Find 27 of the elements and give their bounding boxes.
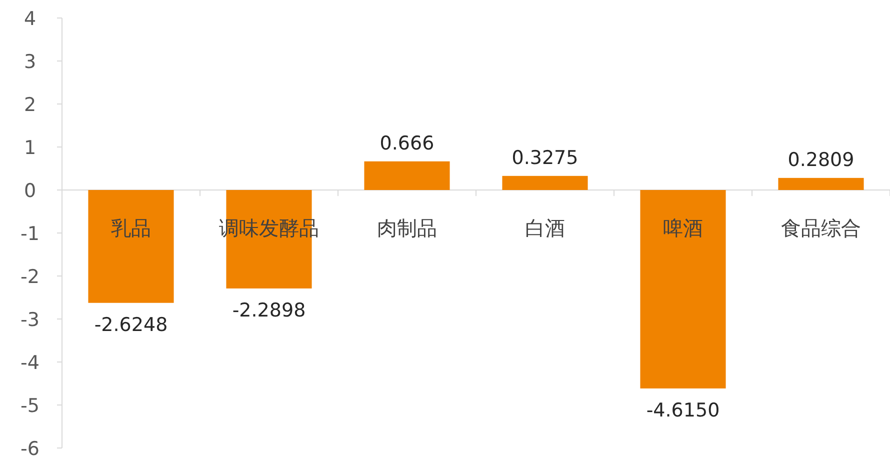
y-tick-label: -2 [20, 266, 40, 288]
y-tick-label: 2 [24, 94, 36, 116]
y-tick-label: -4 [20, 352, 40, 374]
y-tick-label: 1 [24, 137, 36, 159]
data-label: -2.2898 [232, 299, 306, 322]
x-tick-label: 啤酒 [663, 216, 703, 240]
y-tick-label: 4 [24, 8, 36, 30]
data-label: 0.3275 [512, 146, 578, 169]
bar [778, 178, 864, 190]
x-tick-label: 肉制品 [377, 216, 437, 240]
x-tick-label: 乳品 [111, 216, 151, 240]
data-label: 0.666 [380, 132, 434, 154]
y-tick-label: 3 [24, 51, 36, 73]
x-tick-label: 白酒 [525, 216, 565, 240]
y-tick-label: -6 [20, 438, 40, 459]
data-label: 0.2809 [788, 148, 854, 171]
data-label: -4.6150 [646, 399, 720, 422]
data-label: -2.6248 [94, 314, 168, 336]
bar [502, 176, 588, 190]
bar [88, 190, 174, 303]
y-tick-label: -5 [20, 395, 40, 417]
bar [364, 161, 450, 190]
y-tick-label: -1 [20, 223, 40, 245]
bar [640, 190, 726, 388]
y-tick-label: -3 [20, 309, 40, 331]
y-tick-label: 0 [24, 180, 36, 202]
x-tick-label: 食品综合 [781, 216, 861, 240]
